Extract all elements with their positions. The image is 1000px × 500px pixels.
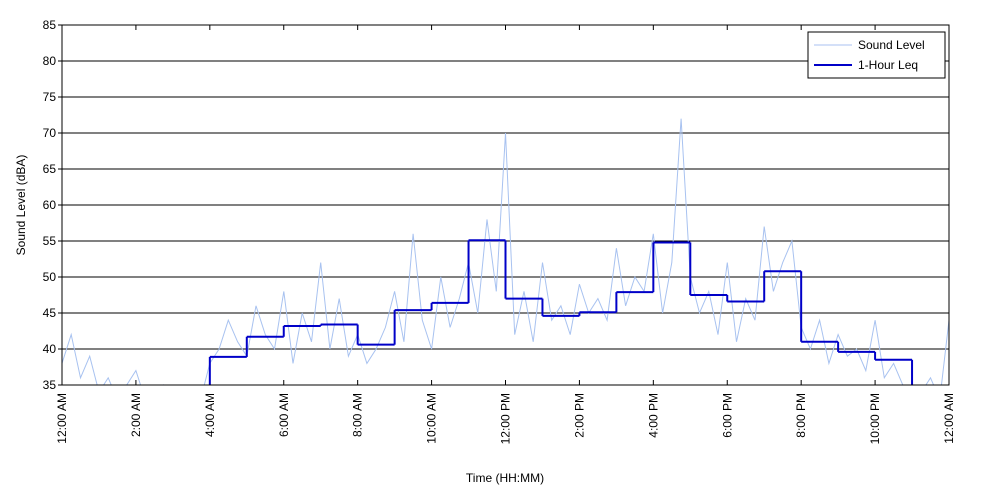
y-tick-label: 50 (43, 270, 57, 284)
x-tick-label: 10:00 PM (868, 393, 882, 444)
legend-label: Sound Level (858, 38, 925, 52)
y-tick-label: 55 (43, 234, 57, 248)
plot-lines (62, 118, 949, 385)
y-tick-label: 80 (43, 54, 57, 68)
x-tick-label: 8:00 PM (794, 393, 808, 438)
y-tick-label: 75 (43, 90, 57, 104)
y-tick-label: 40 (43, 342, 57, 356)
x-tick-label: 12:00 AM (55, 393, 69, 444)
x-tick-label: 2:00 AM (129, 393, 143, 437)
x-tick-label: 12:00 AM (942, 393, 956, 444)
legend-label: 1-Hour Leq (858, 58, 918, 72)
x-tick-label: 6:00 PM (720, 393, 734, 438)
y-tick-label: 70 (43, 126, 57, 140)
x-tick-label: 12:00 PM (499, 393, 513, 444)
x-tick-label: 4:00 PM (646, 393, 660, 438)
y-tick-label: 85 (43, 18, 57, 32)
x-tick-label: 10:00 AM (425, 393, 439, 444)
y-tick-label: 45 (43, 306, 57, 320)
legend-box (807, 31, 946, 79)
x-tick-label: 6:00 AM (277, 393, 291, 437)
x-tick-label: 8:00 AM (351, 393, 365, 437)
y-axis-label: Sound Level (dBA) (14, 155, 28, 256)
y-tick-label: 65 (43, 162, 57, 176)
x-tick-label: 2:00 PM (572, 393, 586, 438)
y-tick-label: 60 (43, 198, 57, 212)
y-tick-label: 35 (43, 378, 57, 392)
x-tick-label: 4:00 AM (203, 393, 217, 437)
x-axis-label: Time (HH:MM) (466, 471, 544, 485)
plot-frame (61, 24, 950, 386)
